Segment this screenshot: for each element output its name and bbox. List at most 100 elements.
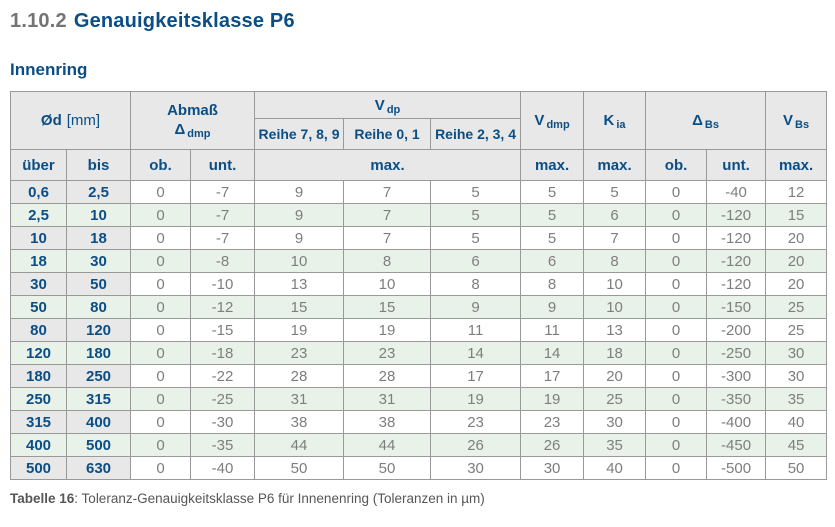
table-cell: 0 <box>645 341 708 365</box>
table-cell: -8 <box>190 249 256 273</box>
table-cell: 26 <box>520 433 585 457</box>
table-cell: 11 <box>520 318 585 342</box>
table-cell: 15 <box>765 203 828 227</box>
table-cell: 50 <box>65 272 132 296</box>
table-cell: 23 <box>430 410 522 434</box>
table-cell: 5 <box>520 203 585 227</box>
table-cell: -250 <box>706 341 767 365</box>
table-cell: -15 <box>190 318 256 342</box>
table-cell: 0 <box>130 318 192 342</box>
table-cell: -30 <box>190 410 256 434</box>
table-cell: 12 <box>765 180 828 204</box>
table-cell: 0 <box>645 387 708 411</box>
table-cell: 5 <box>430 203 522 227</box>
table-cell: 17 <box>430 364 522 388</box>
table-cell: 23 <box>343 341 432 365</box>
table-cell: -7 <box>190 226 256 250</box>
table-cell: -7 <box>190 203 256 227</box>
table-cell: -22 <box>190 364 256 388</box>
table-cell: 40 <box>583 456 647 480</box>
table-cell: 15 <box>254 295 345 319</box>
table-cell: -200 <box>706 318 767 342</box>
header-row-limits: über bis ob. unt. max. max. max. ob. unt… <box>10 149 828 181</box>
table-cell: 30 <box>583 410 647 434</box>
table-cell: 0,6 <box>10 180 67 204</box>
table-cell: 30 <box>65 249 132 273</box>
table-cell: -150 <box>706 295 767 319</box>
table-cell: 10 <box>10 226 67 250</box>
table-cell: 30 <box>10 272 67 296</box>
table-cell: 630 <box>65 456 132 480</box>
table-cell: 28 <box>254 364 345 388</box>
page-title: 1.10.2 Genauigkeitsklasse P6 <box>10 10 825 33</box>
header-max-vdmp: max. <box>520 149 585 181</box>
table-cell: 0 <box>130 180 192 204</box>
table-cell: 31 <box>254 387 345 411</box>
section-number: 1.10.2 <box>10 10 67 32</box>
header-ob: ob. <box>130 149 192 181</box>
table-cell: 30 <box>765 341 828 365</box>
header-unt-bs: unt. <box>706 149 767 181</box>
table-cell: 0 <box>130 203 192 227</box>
header-reihe-01: Reihe 0, 1 <box>343 118 432 150</box>
table-cell: 11 <box>430 318 522 342</box>
table-cell: 40 <box>765 410 828 434</box>
table-cell: 0 <box>130 272 192 296</box>
table-cell: 10 <box>583 272 647 296</box>
table-cell: 10 <box>343 272 432 296</box>
header-row-reihe: Reihe 7, 8, 9 Reihe 0, 1 Reihe 2, 3, 4 <box>11 118 827 150</box>
table-cell: 17 <box>520 364 585 388</box>
table-cell: 0 <box>645 295 708 319</box>
table-row: 2,5 10 0 -7 9 7 5 5 6 0 -120 15 <box>10 203 828 227</box>
table-cell: -18 <box>190 341 256 365</box>
table-cell: 0 <box>645 272 708 296</box>
table-cell: 7 <box>343 180 432 204</box>
abmass-label: Abmaß <box>167 101 218 119</box>
subtitle-innenring: Innenring <box>10 60 88 79</box>
table-cell: 180 <box>65 341 132 365</box>
table-cell: 19 <box>343 318 432 342</box>
table-cell: 0 <box>645 364 708 388</box>
header-unt: unt. <box>190 149 256 181</box>
table-cell: -35 <box>190 433 256 457</box>
table-cell: 8 <box>583 249 647 273</box>
table-cell: 7 <box>583 226 647 250</box>
header-max-vdp: max. <box>254 149 522 181</box>
table-row: 180 250 0 -22 28 28 17 17 20 0 -300 30 <box>10 364 828 388</box>
table-row: 10 18 0 -7 9 7 5 5 7 0 -120 20 <box>10 226 828 250</box>
table-cell: 5 <box>520 226 585 250</box>
table-cell: 0 <box>645 456 708 480</box>
table-cell: 35 <box>765 387 828 411</box>
caption-text: : Toleranz-Genauigkeitsklasse P6 für Inn… <box>74 491 485 506</box>
table-cell: 20 <box>765 226 828 250</box>
table-cell: 0 <box>130 410 192 434</box>
table-cell: 44 <box>343 433 432 457</box>
table-cell: 13 <box>254 272 345 296</box>
table-cell: 50 <box>765 456 828 480</box>
table-row: 400 500 0 -35 44 44 26 26 35 0 -450 45 <box>10 433 828 457</box>
header-bis: bis <box>65 149 132 181</box>
table-cell: 50 <box>343 456 432 480</box>
table-cell: 500 <box>65 433 132 457</box>
table-cell: 20 <box>583 364 647 388</box>
table-cell: 5 <box>520 180 585 204</box>
table-cell: 0 <box>130 226 192 250</box>
table-cell: 315 <box>10 410 67 434</box>
table-cell: 18 <box>65 226 132 250</box>
table-cell: 30 <box>430 456 522 480</box>
table-cell: -120 <box>706 203 767 227</box>
table-cell: 500 <box>10 456 67 480</box>
table-cell: 120 <box>65 318 132 342</box>
table-cell: 5 <box>430 180 522 204</box>
table-cell: 2,5 <box>10 203 67 227</box>
diameter-unit: [mm] <box>66 112 101 129</box>
table-cell: 9 <box>430 295 522 319</box>
table-cell: -300 <box>706 364 767 388</box>
table-cell: 10 <box>254 249 345 273</box>
table-cell: 9 <box>254 226 345 250</box>
table-row: 80 120 0 -15 19 19 11 11 13 0 -200 25 <box>10 318 828 342</box>
section-title: Genauigkeitsklasse P6 <box>73 10 295 32</box>
table-cell: 19 <box>520 387 585 411</box>
